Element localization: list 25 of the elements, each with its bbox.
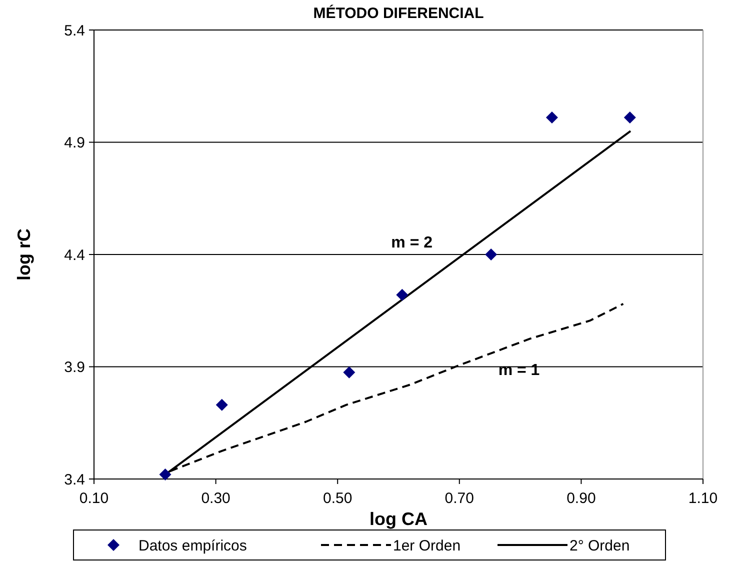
point: [343, 366, 356, 378]
y-axis-title: log rC: [14, 228, 34, 280]
point: [485, 248, 498, 260]
point: [159, 468, 172, 481]
y-tick-label: 5.4: [64, 22, 85, 40]
legend-label: Datos empíricos: [138, 537, 247, 554]
point: [396, 288, 408, 301]
point: [216, 398, 228, 411]
point: [546, 112, 558, 124]
x-tick-label: 0.70: [444, 490, 474, 507]
y-tick-label: 3.9: [64, 359, 85, 376]
legend-label: 1er Orden: [393, 537, 461, 554]
x-tick-label: 0.10: [79, 490, 109, 507]
x-tick-label: 0.30: [201, 490, 230, 507]
x-tick-label: 1.10: [688, 490, 718, 507]
chart-title: MÉTODO DIFERENCIAL: [313, 4, 484, 22]
y-tick-label: 4.4: [64, 246, 85, 264]
annotation: m = 2: [391, 234, 433, 252]
point: [624, 112, 636, 124]
x-tick-label: 0.90: [566, 490, 596, 507]
y-tick-label: 4.9: [64, 134, 85, 152]
y-tick-label: 3.4: [64, 471, 85, 488]
x-axis-title: log CA: [370, 509, 428, 529]
x-tick-label: 0.50: [323, 490, 352, 507]
legend-label: 2° Orden: [570, 537, 630, 554]
